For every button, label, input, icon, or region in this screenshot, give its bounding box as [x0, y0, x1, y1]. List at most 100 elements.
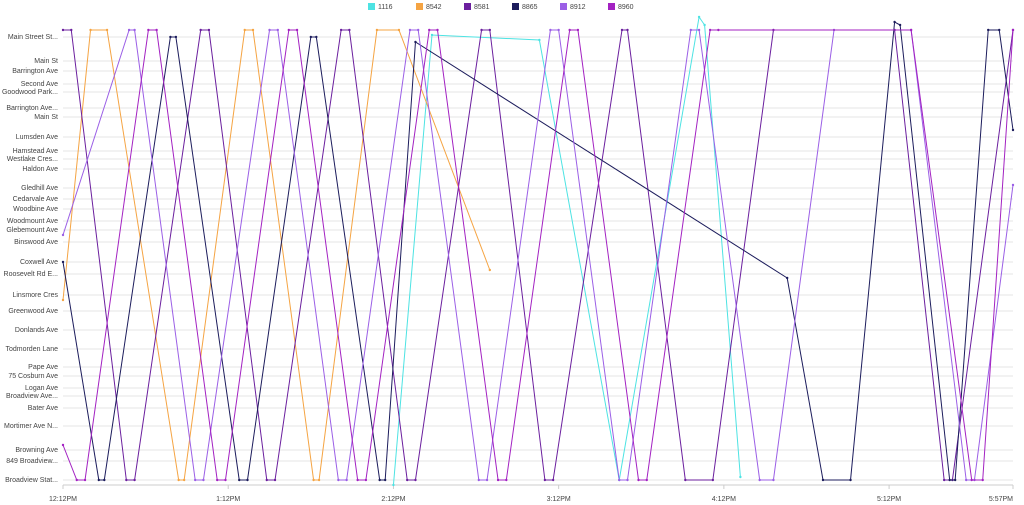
- series-point: [169, 35, 172, 39]
- y-tick-label: Todmorden Lane: [5, 346, 58, 353]
- series-point: [199, 28, 202, 32]
- series-point: [276, 28, 279, 32]
- series-point: [337, 478, 340, 482]
- series-point: [618, 478, 621, 482]
- series-point: [942, 478, 946, 482]
- x-tick-label: 5:12PM: [877, 496, 901, 503]
- series-point: [436, 28, 439, 32]
- y-tick-label: Lumsden Ave: [16, 134, 58, 141]
- legend-swatch: [464, 3, 471, 10]
- series-point: [83, 478, 87, 482]
- y-tick-label: Greenwood Ave: [8, 308, 58, 315]
- series-point: [488, 268, 492, 272]
- series-point: [375, 28, 379, 32]
- y-tick-label: Broadview Ave...: [6, 393, 58, 400]
- series-point: [1011, 128, 1015, 132]
- series-point: [265, 478, 268, 482]
- series-point: [981, 478, 984, 482]
- y-tick-label: Woodmount Ave: [7, 218, 58, 225]
- legend-label: 8912: [570, 4, 586, 11]
- y-tick-label: Main Street St...: [8, 34, 58, 41]
- series-point: [505, 478, 508, 482]
- series-point: [378, 478, 381, 482]
- series-point: [414, 478, 417, 482]
- series-point: [717, 28, 720, 32]
- series-point: [133, 28, 136, 32]
- series-point: [626, 478, 629, 482]
- series-point: [568, 28, 571, 32]
- series-point: [133, 478, 136, 482]
- y-tick-label: Logan Ave: [25, 385, 58, 392]
- x-tick-label: 5:57PM: [989, 496, 1013, 503]
- series-point: [61, 298, 65, 302]
- series-point: [637, 478, 640, 482]
- series-point: [103, 478, 106, 482]
- series-point: [1011, 28, 1015, 32]
- legend-swatch: [512, 3, 519, 10]
- series-point: [488, 28, 492, 32]
- series-point: [356, 478, 359, 482]
- y-tick-label: Second Ave: [21, 81, 58, 88]
- y-tick-label: Donlands Ave: [15, 327, 58, 334]
- series-point: [268, 28, 271, 32]
- series-point: [821, 478, 825, 482]
- legend-swatch: [560, 3, 567, 10]
- y-tick-label: Hamstead Ave: [13, 148, 59, 155]
- series-point: [786, 276, 789, 280]
- series-point: [348, 28, 351, 32]
- legend-label: 8960: [618, 4, 634, 11]
- y-tick-label: Main St: [34, 58, 58, 65]
- series-line: [62, 29, 491, 481]
- series-point: [551, 478, 555, 482]
- series-point: [61, 233, 65, 237]
- series-point: [430, 33, 434, 37]
- legend-label: 1116: [378, 4, 393, 11]
- series-line: [62, 29, 1014, 481]
- y-tick-label: Linsmore Cres: [12, 292, 58, 299]
- series-point: [177, 478, 180, 482]
- y-tick-label: Gledhill Ave: [21, 185, 58, 192]
- series-point: [703, 23, 706, 27]
- y-tick-label: Haldon Ave: [22, 166, 58, 173]
- series-point: [909, 28, 913, 32]
- x-tick-label: 3:12PM: [547, 496, 571, 503]
- legend-label: 8542: [426, 4, 442, 11]
- series-point: [414, 40, 417, 44]
- series-line: [62, 29, 1014, 481]
- series-point: [174, 35, 178, 39]
- y-tick-label: 849 Broadview...: [6, 458, 58, 465]
- series-point: [711, 478, 715, 482]
- series-point: [898, 23, 902, 27]
- series-point: [312, 478, 315, 482]
- series-point: [998, 28, 1001, 32]
- series-point: [273, 478, 277, 482]
- series-point: [496, 478, 500, 482]
- series-point: [70, 28, 73, 32]
- legend-swatch: [368, 3, 375, 10]
- y-tick-label: 75 Cosburn Ave: [8, 373, 58, 380]
- series-point: [315, 35, 318, 39]
- series-point: [772, 478, 775, 482]
- series-point: [61, 260, 65, 264]
- legend-label: 8581: [474, 4, 490, 11]
- y-tick-label: Goodwood Park...: [2, 89, 58, 96]
- series-point: [207, 28, 211, 32]
- x-tick-label: 2:12PM: [381, 496, 405, 503]
- series-point: [339, 28, 343, 32]
- series-point: [287, 28, 290, 32]
- series-point: [428, 28, 431, 32]
- series-point: [480, 28, 483, 32]
- series-point: [477, 478, 480, 482]
- series-point: [406, 478, 409, 482]
- y-tick-label: Mortimer Ave N...: [4, 423, 58, 430]
- series-point: [216, 478, 219, 482]
- series-line: [62, 21, 1014, 481]
- y-tick-label: Pape Ave: [28, 364, 58, 371]
- series-point: [970, 478, 973, 482]
- series-point: [645, 478, 648, 482]
- series-point: [697, 28, 701, 32]
- series-point: [689, 28, 693, 32]
- series-point: [61, 28, 65, 32]
